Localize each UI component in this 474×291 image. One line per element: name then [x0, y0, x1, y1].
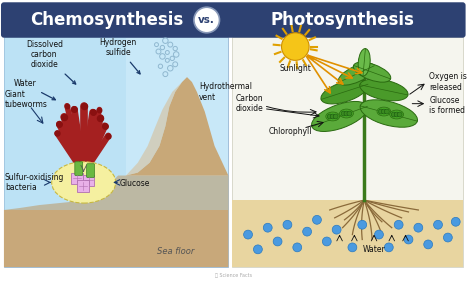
Text: Carbon
dioxide: Carbon dioxide	[235, 94, 263, 113]
Circle shape	[391, 112, 396, 117]
Ellipse shape	[377, 107, 391, 116]
Circle shape	[303, 227, 311, 236]
Circle shape	[244, 230, 253, 239]
Text: Ⓜ Science Facts: Ⓜ Science Facts	[215, 274, 252, 278]
Circle shape	[358, 220, 367, 229]
Text: Oxygen is
released: Oxygen is released	[429, 72, 467, 92]
FancyBboxPatch shape	[75, 162, 82, 175]
Ellipse shape	[390, 110, 403, 119]
FancyBboxPatch shape	[1, 2, 465, 38]
Text: Water: Water	[363, 245, 385, 254]
Text: Hydrogen
sulfide: Hydrogen sulfide	[100, 38, 140, 74]
Circle shape	[263, 223, 272, 232]
Circle shape	[322, 237, 331, 246]
FancyBboxPatch shape	[71, 173, 82, 184]
Circle shape	[444, 233, 452, 242]
Circle shape	[293, 243, 301, 252]
Text: Glucose
is formed: Glucose is formed	[429, 96, 465, 115]
Ellipse shape	[339, 109, 354, 118]
FancyBboxPatch shape	[87, 164, 94, 178]
Ellipse shape	[52, 162, 116, 203]
Polygon shape	[126, 82, 182, 175]
FancyBboxPatch shape	[232, 37, 463, 267]
Circle shape	[332, 225, 341, 234]
Circle shape	[424, 240, 433, 249]
Circle shape	[378, 109, 383, 114]
Text: vs.: vs.	[198, 15, 215, 25]
Circle shape	[374, 230, 383, 239]
Circle shape	[382, 109, 386, 114]
Text: Photosynthesis: Photosynthesis	[271, 11, 414, 29]
Circle shape	[397, 112, 402, 117]
Circle shape	[273, 237, 282, 246]
Polygon shape	[4, 37, 228, 210]
Text: Sunlight: Sunlight	[279, 64, 311, 73]
Circle shape	[394, 112, 399, 117]
Ellipse shape	[354, 62, 391, 82]
Ellipse shape	[321, 80, 368, 104]
Text: Sulfur-oxidising
bacteria: Sulfur-oxidising bacteria	[5, 173, 64, 192]
Circle shape	[254, 245, 262, 254]
Circle shape	[384, 109, 389, 114]
FancyBboxPatch shape	[82, 175, 94, 186]
Text: Chemosynthesis: Chemosynthesis	[30, 11, 183, 29]
FancyBboxPatch shape	[232, 200, 463, 267]
Polygon shape	[126, 77, 228, 175]
Text: Water: Water	[14, 79, 55, 100]
Ellipse shape	[360, 79, 408, 101]
Circle shape	[344, 111, 349, 116]
Ellipse shape	[326, 112, 339, 121]
Circle shape	[341, 111, 346, 116]
Circle shape	[283, 220, 292, 229]
Ellipse shape	[338, 63, 374, 85]
Circle shape	[312, 215, 321, 224]
Circle shape	[327, 114, 332, 119]
Circle shape	[384, 243, 393, 252]
Text: Dissolved
carbon
dioxide: Dissolved carbon dioxide	[26, 40, 76, 84]
Text: Hydrothermal
vent: Hydrothermal vent	[199, 82, 252, 102]
Circle shape	[347, 111, 352, 116]
Circle shape	[348, 243, 357, 252]
Circle shape	[330, 114, 335, 119]
Ellipse shape	[360, 100, 418, 127]
Text: Sea floor: Sea floor	[156, 247, 194, 256]
FancyBboxPatch shape	[77, 180, 89, 192]
Circle shape	[282, 33, 309, 60]
Circle shape	[333, 114, 338, 119]
Circle shape	[394, 220, 403, 229]
Circle shape	[404, 235, 413, 244]
Text: Glucose: Glucose	[120, 179, 150, 188]
Circle shape	[451, 217, 460, 226]
Circle shape	[434, 220, 442, 229]
Circle shape	[414, 223, 423, 232]
Ellipse shape	[311, 102, 368, 132]
Text: Giant
tubeworms: Giant tubeworms	[5, 90, 48, 109]
Polygon shape	[4, 175, 228, 267]
FancyBboxPatch shape	[4, 37, 228, 267]
Ellipse shape	[358, 49, 370, 76]
Circle shape	[194, 7, 219, 33]
Text: Chlorophyll: Chlorophyll	[269, 127, 312, 136]
